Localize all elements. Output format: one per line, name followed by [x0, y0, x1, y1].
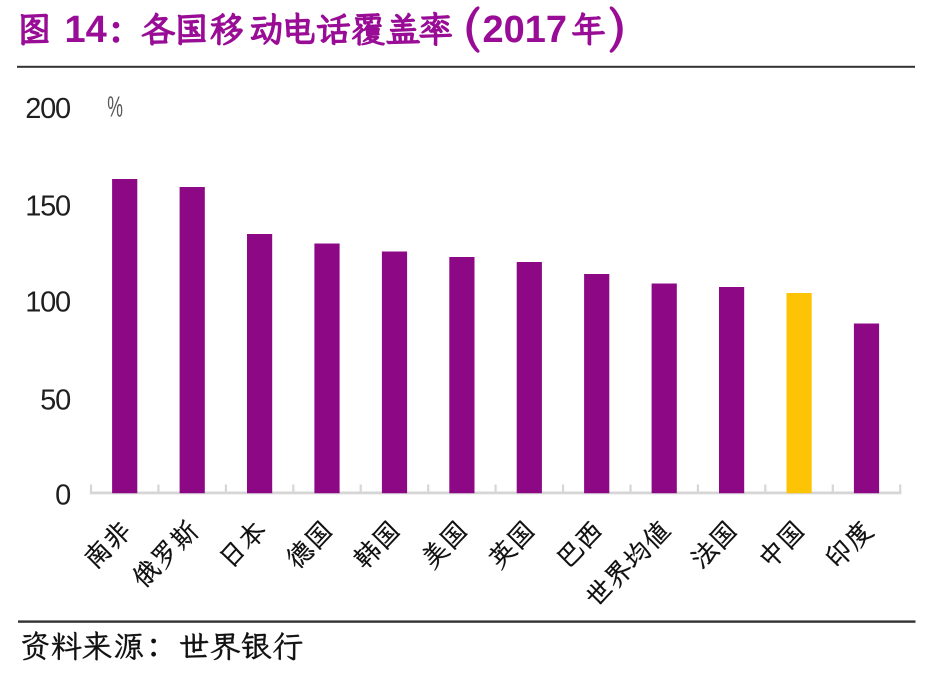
svg-text:2017: 2017 — [483, 9, 568, 51]
svg-text:14: 14 — [65, 9, 107, 51]
svg-text:%: % — [107, 92, 123, 123]
svg-text:0: 0 — [55, 479, 70, 511]
svg-text:150: 150 — [25, 191, 70, 223]
svg-text:200: 200 — [25, 93, 70, 125]
svg-text:50: 50 — [40, 385, 70, 417]
svg-text:100: 100 — [25, 287, 70, 319]
